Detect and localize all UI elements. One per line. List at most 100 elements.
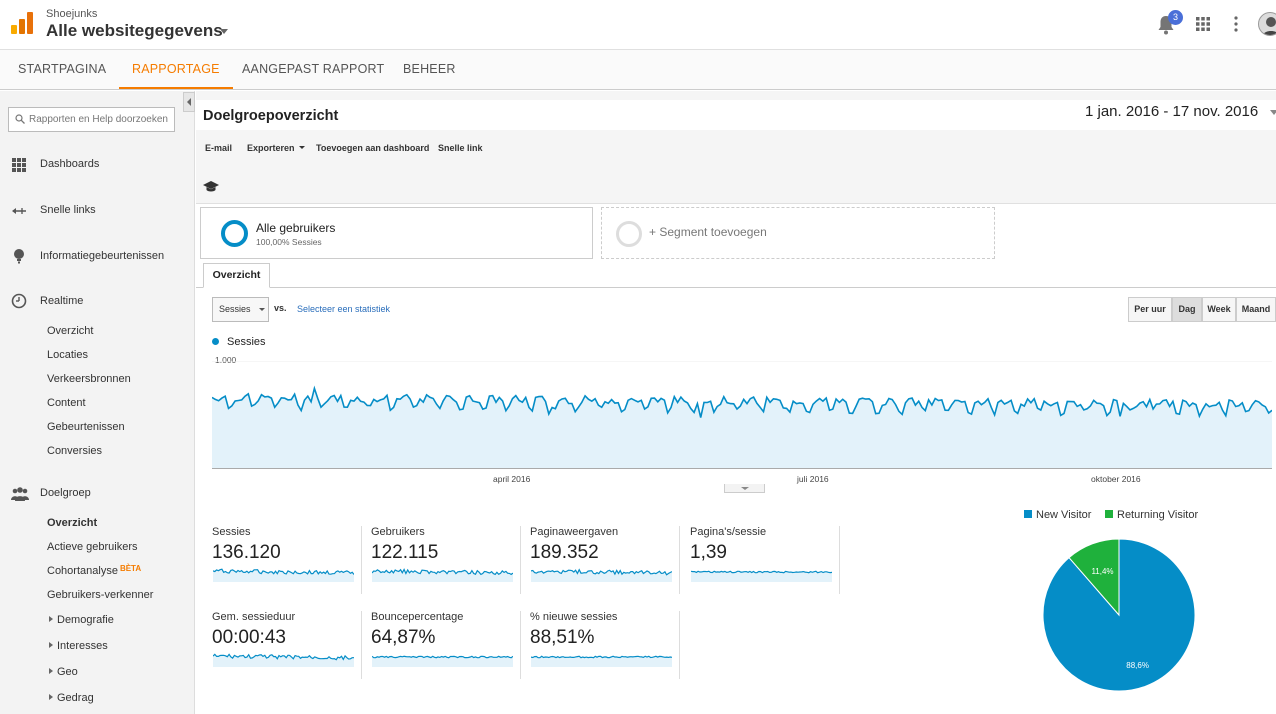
chart-resize-handle[interactable]	[724, 484, 765, 493]
sparkline-line	[531, 568, 672, 576]
granularity-per-uur[interactable]: Per uur	[1128, 297, 1172, 322]
sparkline-line	[691, 570, 832, 574]
sidebar-group-label: Geo	[57, 666, 78, 678]
granularity-maand[interactable]: Maand	[1236, 297, 1276, 322]
kpi-sparkline	[691, 570, 832, 582]
date-range-picker[interactable]: 1 jan. 2016 - 17 nov. 2016	[1085, 103, 1259, 120]
segment-all-users[interactable]: Alle gebruikers 100,00% Sessies	[200, 207, 593, 259]
tab-startpagina[interactable]: STARTPAGINA	[18, 62, 107, 76]
pie-slice-returning-visitor[interactable]	[1068, 538, 1120, 617]
avatar[interactable]	[1258, 12, 1276, 36]
sessions-area	[212, 388, 1272, 468]
sidebar-item-actieve-gebruikers[interactable]: Actieve gebruikers	[47, 541, 138, 553]
export-button[interactable]: Exporteren	[247, 143, 305, 153]
sparkline-area	[691, 571, 832, 582]
sparkline-line	[213, 568, 354, 575]
account-name: Shoejunks	[46, 8, 98, 20]
view-selector[interactable]: Alle websitegegevens	[46, 21, 223, 40]
kpi-label: Gebruikers	[371, 526, 425, 538]
title-bar	[196, 100, 1276, 130]
kpi-sparkline	[213, 653, 354, 667]
x-tick-label: oktober 2016	[1091, 474, 1141, 484]
series-legend-label: Sessies	[227, 336, 266, 348]
sidebar-item-verkeersbronnen[interactable]: Verkeersbronnen	[47, 373, 131, 385]
kpi-nieuwe-sessies[interactable]: % nieuwe sessies 88,51%	[530, 611, 680, 679]
expand-arrow-icon	[49, 616, 53, 622]
sidebar-item-informatiegebeurtenissen[interactable]: Informatiegebeurtenissen	[40, 250, 165, 262]
page-title: Doelgroepoverzicht	[203, 108, 339, 124]
sidebar-item-realtime[interactable]: Realtime	[40, 295, 84, 307]
add-segment-button[interactable]: + Segment toevoegen	[601, 207, 995, 259]
kpi-paginas-per-sessie[interactable]: Pagina's/sessie 1,39	[690, 526, 840, 594]
granularity-dag[interactable]: Dag	[1172, 297, 1202, 322]
graduation-cap-icon[interactable]	[203, 180, 219, 192]
sidebar-item-dashboards[interactable]: Dashboards	[40, 158, 100, 170]
metric-select-value: Sessies	[219, 304, 251, 314]
select-statistic-link[interactable]: Selecteer een statistiek	[297, 304, 391, 314]
apps-grid-icon[interactable]	[1196, 17, 1210, 31]
sidebar-item-locaties[interactable]: Locaties	[47, 349, 88, 361]
sidebar-item-demografie[interactable]: Demografie	[49, 614, 114, 626]
segment-ring-icon	[221, 220, 248, 247]
sessions-line-chart[interactable]	[212, 361, 1272, 469]
granularity-week[interactable]: Week	[1202, 297, 1236, 322]
sidebar-item-conversies[interactable]: Conversies	[47, 445, 103, 457]
kpi-gebruikers[interactable]: Gebruikers 122.115	[371, 526, 521, 594]
sidebar-item-gedrag[interactable]: Gedrag	[49, 692, 94, 704]
add-to-dashboard-button[interactable]: Toevoegen aan dashboard	[316, 143, 430, 153]
caret-down-icon	[298, 146, 305, 149]
more-vert-icon[interactable]	[1233, 16, 1239, 32]
tab-overzicht[interactable]: Overzicht	[203, 263, 270, 288]
pie-slice-label: 11,4%	[1091, 567, 1113, 576]
caret-down-icon	[259, 308, 265, 311]
search-input[interactable]: Rapporten en Help doorzoeken	[8, 107, 175, 132]
tab-divider	[196, 287, 1276, 288]
sidebar-item-doelgroep-overzicht[interactable]: Overzicht	[47, 517, 98, 529]
sidebar-collapse-button[interactable]	[183, 92, 195, 112]
sidebar-item-geo[interactable]: Geo	[49, 666, 78, 678]
sidebar-item-realtime-overzicht[interactable]: Overzicht	[47, 325, 94, 337]
main-nav: STARTPAGINA RAPPORTAGE AANGEPAST RAPPORT…	[0, 50, 1276, 90]
tab-beheer[interactable]: BEHEER	[403, 62, 456, 76]
email-button[interactable]: E-mail	[205, 143, 233, 153]
shortcut-arrow-icon	[12, 208, 26, 214]
sparkline-area	[372, 569, 513, 582]
sparkline-area	[531, 569, 672, 582]
notification-badge: 3	[1168, 10, 1183, 25]
search-icon	[15, 114, 25, 124]
sidebar-item-gebeurtenissen[interactable]: Gebeurtenissen	[47, 421, 125, 433]
kpi-value: 00:00:43	[212, 627, 286, 648]
kpi-bouncepercentage[interactable]: Bouncepercentage 64,87%	[371, 611, 521, 679]
top-bar: Shoejunks Alle websitegegevens 3	[0, 0, 1276, 50]
segment-title: Alle gebruikers	[256, 221, 336, 235]
pie-slice-label: 88,6%	[1126, 661, 1149, 670]
kpi-paginaweergaven[interactable]: Paginaweergaven 189.352	[530, 526, 680, 594]
metric-select[interactable]: Sessies	[212, 297, 269, 322]
sidebar-item-doelgroep[interactable]: Doelgroep	[40, 487, 91, 499]
sidebar-item-gebruikers-verkenner[interactable]: Gebruikers-verkenner	[47, 589, 154, 601]
visitor-type-pie-chart[interactable]: 88,6% 11,4%	[1041, 537, 1197, 693]
chevron-down-icon[interactable]	[220, 29, 228, 34]
tab-rapportage[interactable]: RAPPORTAGE	[119, 50, 233, 89]
sidebar-item-content[interactable]: Content	[47, 397, 86, 409]
kpi-sparkline	[372, 568, 513, 582]
y-tick-label: 1.000	[215, 355, 237, 365]
kpi-gem-sessieduur[interactable]: Gem. sessieduur 00:00:43	[212, 611, 362, 679]
kpi-label: Sessies	[212, 526, 251, 538]
sidebar-item-interesses[interactable]: Interesses	[49, 640, 108, 652]
kpi-sessies[interactable]: Sessies 136.120	[212, 526, 362, 594]
x-tick-label: juli 2016	[797, 474, 829, 484]
tab-aangepast-rapport[interactable]: AANGEPAST RAPPORT	[242, 62, 385, 76]
kpi-sparkline	[531, 568, 672, 582]
sidebar-item-cohortanalyse-label: Cohortanalyse	[47, 565, 118, 577]
sparkline-area	[213, 654, 354, 667]
export-label: Exporteren	[247, 143, 295, 153]
chevron-down-icon[interactable]	[1270, 110, 1276, 115]
shortcut-button[interactable]: Snelle link	[438, 143, 483, 153]
sparkline-line	[213, 653, 354, 661]
kpi-label: % nieuwe sessies	[530, 611, 618, 623]
x-tick-label: april 2016	[493, 474, 531, 484]
sidebar-item-snelle-links[interactable]: Snelle links	[40, 204, 96, 216]
sidebar: Rapporten en Help doorzoeken Dashboards …	[0, 91, 195, 714]
sidebar-item-cohortanalyse[interactable]: Cohortanalyse BÈTA	[47, 564, 141, 577]
